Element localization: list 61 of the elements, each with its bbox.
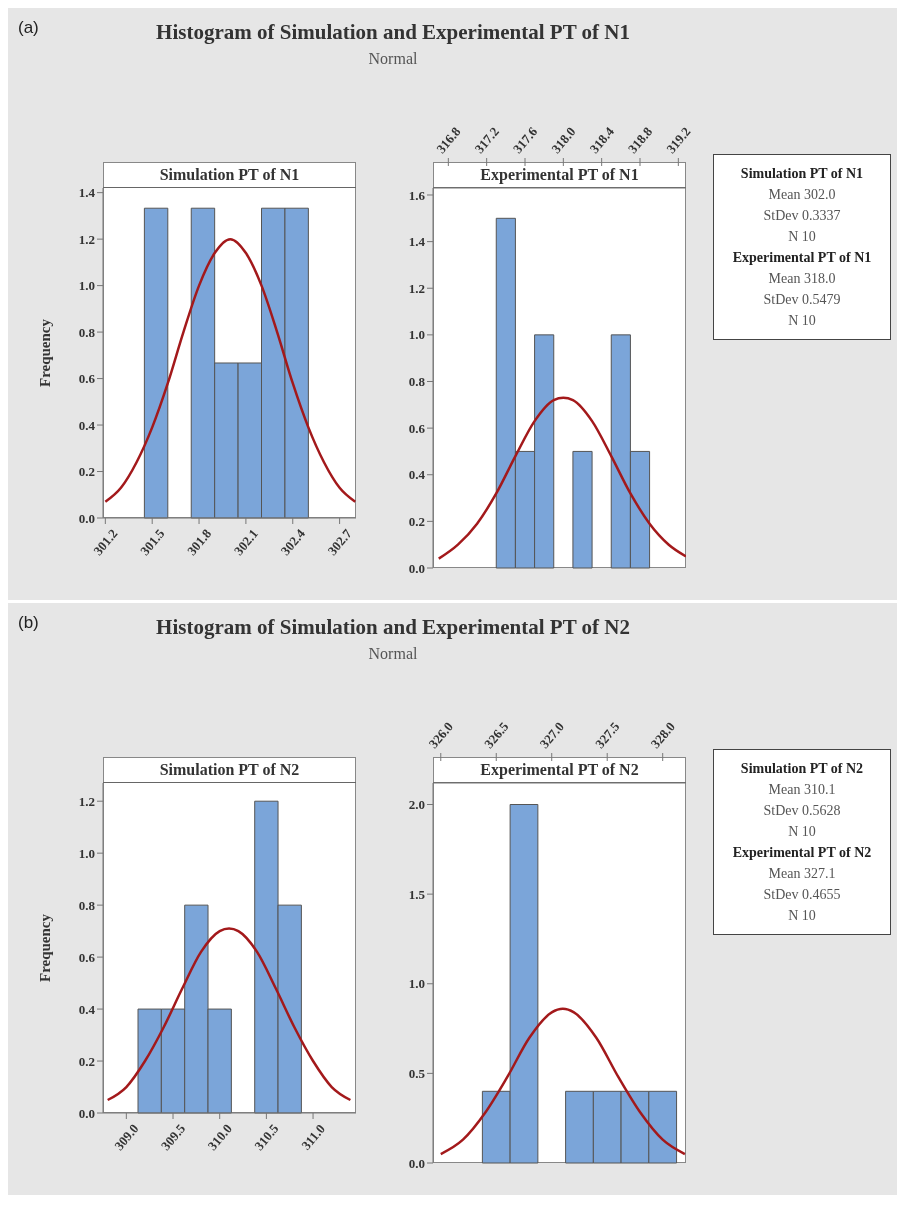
y-tick-label: 1.2 xyxy=(78,231,95,247)
line-series xyxy=(104,237,356,503)
chart-title: Simulation PT of N2 xyxy=(103,757,356,783)
y-tick-label: 1.6 xyxy=(408,187,426,203)
y-tick-label: 0.0 xyxy=(408,560,425,576)
y-axis-title: Frequency xyxy=(37,913,54,983)
text: Mean 327.1 xyxy=(767,865,837,883)
y-tick-label: 1.0 xyxy=(408,327,425,343)
text: N 10 xyxy=(787,312,817,330)
y-tick-label: 0.2 xyxy=(78,1053,95,1069)
y-tick-label: 0.0 xyxy=(78,1105,95,1121)
line-series xyxy=(106,927,352,1102)
chart-title: Experimental PT of N2 xyxy=(433,757,686,783)
y-tick-label: 1.4 xyxy=(408,234,426,250)
text: N 10 xyxy=(787,907,817,925)
y-tick-label: 0.4 xyxy=(78,417,96,433)
y-tick-label: 0.2 xyxy=(78,464,95,480)
y-tick-label: 0.4 xyxy=(408,467,426,483)
y-axis-title: Frequency xyxy=(37,318,54,388)
line-series xyxy=(439,1007,686,1156)
text: Mean 318.0 xyxy=(767,270,837,288)
y-tick-label: 1.0 xyxy=(78,845,95,861)
y-tick-label: 0.5 xyxy=(408,1065,426,1081)
line-series xyxy=(437,396,686,560)
y-tick-label: 1.0 xyxy=(78,278,95,294)
y-tick-label: 1.0 xyxy=(408,976,425,992)
y-tick-label: 0.8 xyxy=(78,324,96,340)
y-tick-label: 1.4 xyxy=(78,185,96,201)
y-tick-label: 2.0 xyxy=(408,797,425,813)
y-tick-label: 0.8 xyxy=(78,897,96,913)
text: Histogram of Simulation and Experimental PT of N2 xyxy=(155,615,631,640)
text: Normal xyxy=(367,645,419,663)
y-tick-label: 0.2 xyxy=(408,513,425,529)
y-tick-label: 1.2 xyxy=(408,280,425,296)
text: StDev 0.4655 xyxy=(762,886,842,904)
text: Mean 302.0 xyxy=(767,186,837,204)
y-tick-label: 1.5 xyxy=(408,886,426,902)
text: Simulation PT of N2 xyxy=(739,760,865,778)
text: N 10 xyxy=(787,823,817,841)
y-tick-label: 0.0 xyxy=(78,510,95,526)
text: Experimental PT of N1 xyxy=(731,249,873,267)
text: N 10 xyxy=(787,228,817,246)
text: Simulation PT of N1 xyxy=(739,165,865,183)
y-tick-label: 0.6 xyxy=(78,949,96,965)
text: Normal xyxy=(367,50,419,68)
y-tick-label: 0.6 xyxy=(408,420,426,436)
y-tick-label: 1.2 xyxy=(78,793,95,809)
text: Experimental PT of N2 xyxy=(731,844,873,862)
text: (a) xyxy=(18,18,39,38)
text: StDev 0.5628 xyxy=(762,802,842,820)
y-tick-label: 0.6 xyxy=(78,371,96,387)
text: Mean 310.1 xyxy=(767,781,837,799)
text: StDev 0.5479 xyxy=(762,291,842,309)
y-tick-label: 0.4 xyxy=(78,1001,96,1017)
chart-title: Simulation PT of N1 xyxy=(103,162,356,188)
y-tick-label: 0.8 xyxy=(408,374,426,390)
chart-title: Experimental PT of N1 xyxy=(433,162,686,188)
text: Histogram of Simulation and Experimental PT of N1 xyxy=(155,20,631,45)
text: StDev 0.3337 xyxy=(762,207,842,225)
y-tick-label: 0.0 xyxy=(408,1155,425,1171)
text: (b) xyxy=(18,613,39,633)
